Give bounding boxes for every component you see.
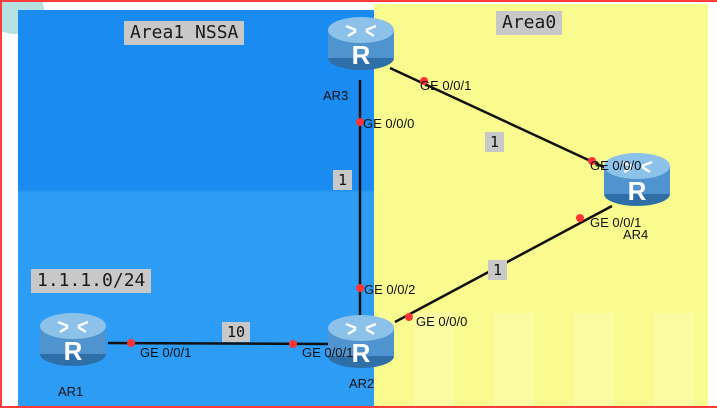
router-ar4-glyph: R xyxy=(628,176,647,206)
port-dot-ar4-ge001 xyxy=(576,214,584,222)
port-label-ar3-ge001: GE 0/0/1 xyxy=(420,78,472,93)
port-label-ar4-ge001: GE 0/0/1 xyxy=(590,215,642,230)
router-ar4-name: AR4 xyxy=(623,227,649,242)
router-ar1-name: AR1 xyxy=(58,384,84,399)
cost-ar2-ar4: 1 xyxy=(488,260,508,280)
port-label-ar2-ge002: GE 0/0/2 xyxy=(364,282,416,297)
port-dot-ar4-ge000 xyxy=(588,157,596,165)
router-ar1-glyph: R xyxy=(64,336,83,366)
router-ar1-icon[interactable]: R xyxy=(38,310,108,368)
router-ar2-icon[interactable]: R xyxy=(326,312,396,370)
router-ar2-glyph: R xyxy=(352,338,371,368)
area1-label: Area1 NSSA xyxy=(124,21,245,45)
cost-ar1-ar2: 10 xyxy=(222,322,251,342)
port-label-ar4-ge000: GE 0/0/0 xyxy=(590,158,642,173)
port-label-ar3-ge000: GE 0/0/0 xyxy=(363,116,415,131)
area0-region xyxy=(374,4,708,408)
port-label-ar2-ge001: GE 0/0/1 xyxy=(302,345,354,360)
port-label-ar2-ge000: GE 0/0/0 xyxy=(416,314,468,329)
cost-ar2-ar3: 1 xyxy=(333,170,353,190)
router-ar2-name: AR2 xyxy=(349,376,375,391)
port-dot-ar1-ge001 xyxy=(127,339,135,347)
link-ar3-ar4 xyxy=(389,66,611,172)
port-dot-ar3-ge000 xyxy=(356,118,364,126)
network-prefix-label: 1.1.1.0/24 xyxy=(31,269,152,293)
router-ar3-glyph: R xyxy=(352,40,371,70)
port-dot-ar2-ge002 xyxy=(356,284,364,292)
router-ar3-icon[interactable]: R xyxy=(326,14,396,72)
port-label-ar1-ge001: GE 0/0/1 xyxy=(140,345,192,360)
port-dot-ar3-ge001 xyxy=(420,77,428,85)
port-dot-ar2-ge001 xyxy=(289,340,297,348)
router-ar3-name: AR3 xyxy=(323,88,349,103)
cost-ar3-ar4: 1 xyxy=(485,132,505,152)
area0-label: Area0 xyxy=(496,11,563,35)
port-dot-ar2-ge000 xyxy=(405,313,413,321)
router-ar4-icon[interactable]: R xyxy=(602,150,672,208)
